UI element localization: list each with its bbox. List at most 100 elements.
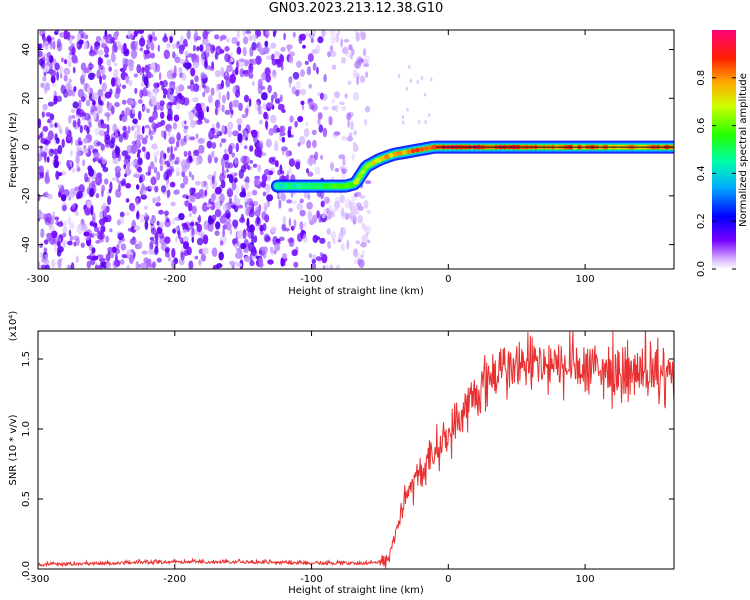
noise-speckle xyxy=(97,56,102,67)
noise-speckle xyxy=(286,199,292,204)
noise-speckle xyxy=(149,241,154,251)
noise-speckle xyxy=(114,101,120,108)
noise-speckle xyxy=(341,135,348,141)
signal-track-blob xyxy=(322,183,329,189)
noise-speckle xyxy=(148,258,152,268)
snr-x-tick-label: 100 xyxy=(576,574,595,585)
noise-speckle xyxy=(141,146,146,152)
noise-speckle xyxy=(149,248,155,256)
noise-speckle xyxy=(335,33,340,43)
noise-speckle xyxy=(154,232,159,242)
colorbar-tick-label: 0.2 xyxy=(696,213,707,229)
noise-speckle xyxy=(201,80,206,88)
noise-speckle xyxy=(226,169,229,173)
noise-speckle xyxy=(144,64,150,74)
noise-speckle xyxy=(194,255,199,260)
noise-speckle xyxy=(113,62,118,67)
noise-speckle xyxy=(254,183,257,187)
noise-speckle xyxy=(264,67,271,77)
spectrogram-x-tick-label: 100 xyxy=(576,274,595,285)
noise-speckle xyxy=(221,124,226,134)
noise-speckle xyxy=(235,251,242,259)
noise-speckle xyxy=(48,62,53,71)
noise-speckle xyxy=(296,203,303,211)
snr-y-axis-label: SNR (10 * v/v) xyxy=(8,414,19,485)
noise-speckle xyxy=(106,58,112,67)
noise-speckle xyxy=(227,121,234,130)
signal-track-blob xyxy=(362,166,368,172)
noise-speckle xyxy=(57,246,64,253)
noise-speckle xyxy=(137,166,143,173)
noise-speckle xyxy=(48,149,54,157)
noise-speckle xyxy=(102,166,109,173)
spectrogram-y-tick-label: -20 xyxy=(21,188,32,204)
noise-speckle xyxy=(225,221,232,231)
noise-speckle xyxy=(240,242,247,250)
noise-speckle xyxy=(148,116,155,123)
noise-speckle xyxy=(121,84,127,90)
noise-speckle xyxy=(221,180,226,189)
noise-speckle xyxy=(245,30,252,35)
noise-speckle xyxy=(339,194,345,204)
noise-speckle xyxy=(177,99,185,104)
signal-track-blob xyxy=(292,183,298,189)
noise-speckle xyxy=(232,219,239,228)
noise-speckle xyxy=(330,162,335,172)
noise-speckle xyxy=(351,195,357,202)
noise-speckle xyxy=(169,153,173,162)
noise-speckle xyxy=(116,219,121,226)
noise-speckle xyxy=(256,41,262,52)
noise-speckle xyxy=(61,84,64,90)
noise-speckle xyxy=(75,154,80,165)
noise-speckle xyxy=(365,71,368,78)
noise-speckle xyxy=(48,237,56,245)
noise-speckle xyxy=(53,240,58,247)
noise-speckle xyxy=(274,160,279,168)
noise-speckle xyxy=(222,228,226,238)
noise-speckle xyxy=(290,225,295,231)
spectrogram-frame xyxy=(37,29,675,270)
noise-speckle xyxy=(183,150,188,157)
noise-speckle xyxy=(122,131,127,138)
noise-speckle xyxy=(166,189,171,198)
noise-speckle xyxy=(329,30,336,36)
noise-speckle xyxy=(140,194,147,200)
noise-speckle xyxy=(308,104,315,110)
noise-speckle xyxy=(224,53,231,63)
signal-track-blob xyxy=(348,182,355,187)
colorbar-gradient xyxy=(712,30,736,269)
noise-speckle xyxy=(304,60,309,65)
noise-speckle xyxy=(54,62,60,71)
noise-speckle xyxy=(109,181,113,192)
noise-speckle xyxy=(321,30,326,37)
noise-speckle xyxy=(226,64,233,72)
noise-speckle xyxy=(71,54,78,64)
noise-speckle xyxy=(366,209,371,215)
noise-speckle xyxy=(144,205,148,211)
noise-speckle xyxy=(341,172,346,181)
noise-speckle xyxy=(77,118,81,128)
noise-speckle xyxy=(346,136,354,142)
noise-speckle xyxy=(317,112,323,120)
noise-speckle xyxy=(251,246,257,257)
noise-speckle xyxy=(354,30,359,36)
noise-speckle xyxy=(180,138,187,146)
noise-speckle xyxy=(308,83,312,89)
noise-speckle xyxy=(169,36,173,44)
noise-speckle xyxy=(49,218,55,225)
noise-speckle xyxy=(41,33,46,41)
noise-speckle xyxy=(38,212,42,218)
noise-speckle xyxy=(172,51,176,59)
noise-speckle xyxy=(295,161,301,170)
noise-speckle xyxy=(300,69,305,77)
noise-speckle xyxy=(234,197,241,207)
noise-speckle xyxy=(117,43,123,51)
noise-speckle xyxy=(206,140,213,149)
noise-speckle xyxy=(135,261,139,269)
noise-speckle xyxy=(249,145,254,152)
noise-speckle xyxy=(109,228,113,233)
noise-speckle xyxy=(261,246,268,252)
spectrogram-y-tick-label: -40 xyxy=(21,236,32,252)
noise-speckle xyxy=(86,87,90,94)
colorbar: 0.0 0.2 0.4 0.6 0.8 Normalized spectral ampl… xyxy=(696,30,749,277)
